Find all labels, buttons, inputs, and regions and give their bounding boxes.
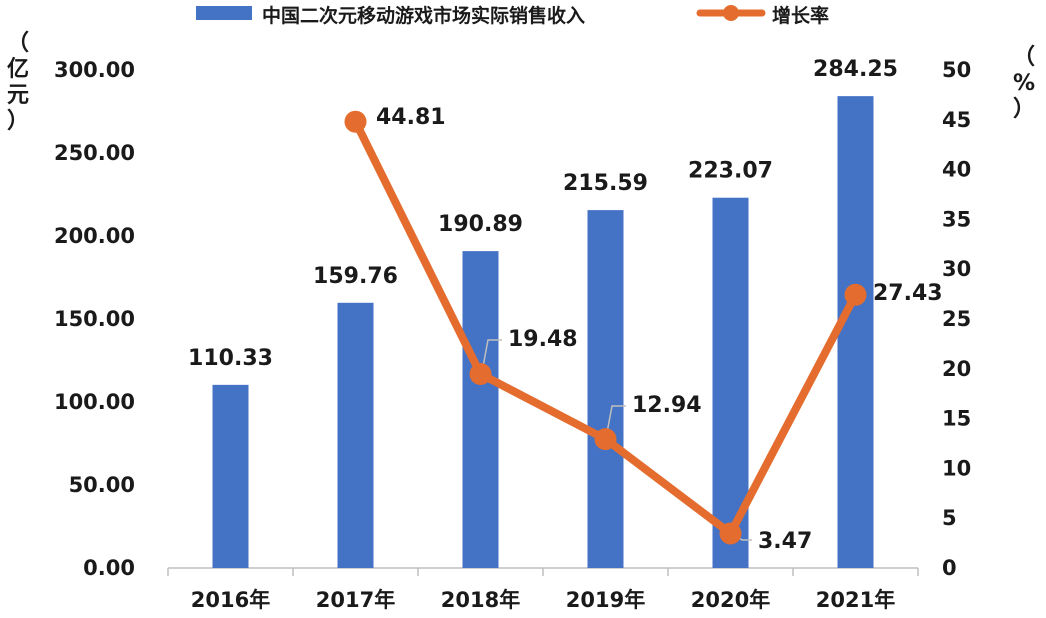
label-leader-line — [605, 405, 626, 439]
legend-bar-label: 中国二次元移动游戏市场实际销售收入 — [262, 4, 585, 27]
y-right-tick-label: 15 — [942, 407, 971, 431]
y-left-tick-label: 100.00 — [54, 390, 135, 414]
growth-data-label: 44.81 — [376, 105, 446, 130]
bar-data-label: 284.25 — [813, 57, 898, 82]
bar — [587, 210, 624, 568]
y-right-tick-label: 20 — [942, 357, 971, 381]
y-right-tick-label: 10 — [942, 456, 971, 480]
label-leader-line — [481, 339, 502, 373]
x-tick-label: 2021年 — [816, 588, 895, 612]
y-right-tick-label: 40 — [942, 158, 971, 182]
x-tick-label: 2019年 — [566, 588, 645, 612]
growth-point — [844, 283, 867, 306]
y-left-unit-char: 亿 — [7, 57, 29, 82]
y-left-unit-char: ） — [7, 109, 29, 134]
y-left-tick-label: 200.00 — [54, 224, 135, 248]
bar-data-label: 223.07 — [688, 159, 773, 184]
bar — [837, 96, 874, 569]
y-right-unit-char: （ — [1013, 45, 1035, 70]
bar — [212, 384, 249, 568]
y-left-tick-label: 50.00 — [69, 473, 135, 497]
growth-data-label: 27.43 — [873, 281, 943, 306]
x-tick-label: 2018年 — [441, 588, 520, 612]
y-right-tick-label: 30 — [942, 257, 971, 281]
y-right-tick-label: 5 — [942, 506, 957, 530]
growth-point — [344, 110, 367, 133]
y-right-tick-label: 35 — [942, 207, 971, 231]
legend-line-label: 增长率 — [772, 4, 829, 27]
legend-line-marker — [723, 5, 739, 21]
y-right-tick-label: 0 — [942, 556, 957, 580]
bar — [337, 302, 374, 568]
y-left-tick-label: 0.00 — [83, 556, 135, 580]
bar-data-label: 159.76 — [313, 264, 398, 289]
growth-data-label: 12.94 — [632, 393, 702, 418]
y-left-unit-char: （ — [7, 31, 29, 56]
bar — [462, 251, 499, 568]
x-tick-label: 2016年 — [191, 588, 270, 612]
growth-point — [719, 522, 742, 545]
bar-data-label: 215.59 — [563, 171, 648, 196]
y-right-tick-label: 25 — [942, 307, 971, 331]
y-left-unit-char: 元 — [7, 83, 29, 108]
y-right-tick-label: 50 — [942, 58, 971, 82]
y-left-tick-label: 150.00 — [54, 307, 135, 331]
bar-data-label: 110.33 — [188, 346, 273, 371]
growth-point — [469, 362, 492, 385]
y-left-tick-label: 300.00 — [54, 58, 135, 82]
growth-data-label: 19.48 — [508, 327, 578, 352]
legend-bar-swatch — [196, 6, 252, 20]
x-tick-label: 2017年 — [316, 588, 395, 612]
y-right-unit-char: % — [1013, 71, 1035, 96]
bar-data-label: 190.89 — [438, 212, 523, 237]
x-tick-label: 2020年 — [691, 588, 770, 612]
y-right-unit-char: ） — [1013, 97, 1035, 122]
growth-point — [594, 428, 617, 451]
y-left-tick-label: 250.00 — [54, 141, 135, 165]
growth-data-label: 3.47 — [758, 529, 812, 554]
y-right-tick-label: 45 — [942, 108, 971, 132]
